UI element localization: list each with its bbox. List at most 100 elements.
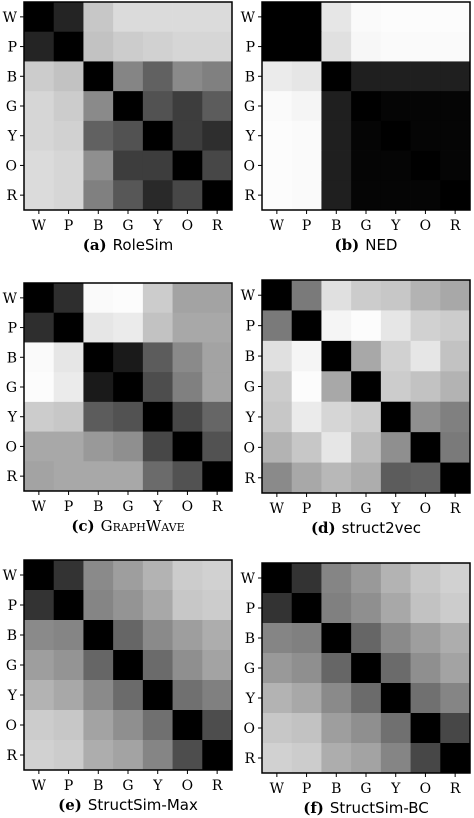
x-tick-label: P [64, 778, 73, 794]
heatmap-cell [53, 401, 84, 432]
heatmap-cell [440, 150, 471, 181]
heatmap-cell [351, 2, 382, 33]
y-tick-label: R [244, 751, 255, 767]
heatmap-cell [53, 342, 84, 373]
heatmap-cell [24, 312, 55, 343]
x-tick-label: O [182, 218, 193, 234]
heatmap-cell [291, 462, 322, 494]
heatmap-cell [321, 683, 352, 714]
heatmap-cell [291, 61, 322, 92]
heatmap-cell [24, 180, 55, 211]
heatmap-cell [53, 461, 84, 492]
heatmap-cell [83, 61, 114, 92]
heatmap-cell [113, 91, 144, 122]
heatmap-cell [53, 372, 84, 403]
heatmap-cell [53, 710, 84, 741]
heatmap-cell [321, 713, 352, 744]
heatmap-cell [53, 180, 84, 211]
heatmap-cell [440, 713, 471, 744]
heatmap-cell [262, 401, 293, 433]
x-tick-label: W [32, 218, 47, 234]
heatmap-cell [380, 432, 411, 463]
x-tick-label: G [360, 781, 371, 797]
heatmap-cell [440, 180, 471, 211]
heatmap-cell [24, 461, 55, 492]
heatmap-cell [53, 283, 84, 314]
heatmap-cell [53, 91, 84, 122]
heatmap-cell [202, 31, 233, 62]
heatmap-cell [113, 590, 144, 621]
panel-caption: (d) struct2vec [311, 519, 421, 537]
y-tick-label: W [241, 288, 256, 304]
heatmap-cell [262, 623, 293, 654]
heatmap-cell [202, 312, 233, 343]
heatmap-cell [410, 432, 441, 463]
heatmap-cell [113, 120, 144, 151]
heatmap-cell [321, 91, 352, 122]
caption-letter: (d) [311, 519, 336, 537]
heatmap-cell [440, 280, 471, 311]
heatmap-cell [351, 713, 382, 744]
y-tick-label: B [7, 628, 17, 644]
heatmap-cell [53, 680, 84, 711]
heatmap-cell [351, 61, 382, 92]
heatmap-cell [262, 593, 293, 624]
heatmap-cell [113, 180, 144, 211]
heatmap-cell [24, 372, 55, 403]
heatmap-cell [202, 680, 233, 711]
heatmap-cell [113, 710, 144, 741]
heatmap-cell [24, 91, 55, 122]
x-tick-label: B [93, 778, 103, 794]
heatmap-cell [440, 310, 471, 342]
heatmap-cell [142, 372, 173, 403]
heatmap-cell [440, 371, 471, 403]
heatmap-cell [83, 740, 114, 771]
heatmap-cell [202, 710, 233, 741]
caption-letter: (f) [303, 799, 324, 817]
heatmap-cell [291, 563, 322, 594]
x-tick-label: Y [152, 778, 163, 794]
heatmap-cell [321, 150, 352, 181]
heatmap-cell [351, 371, 382, 403]
heatmap-cell [83, 590, 114, 621]
heatmap-cell [321, 563, 352, 594]
heatmap-cell [53, 431, 84, 462]
x-tick-label: P [302, 218, 311, 234]
y-tick-label: W [3, 568, 18, 584]
y-tick-label: O [6, 158, 17, 174]
heatmap-cell [202, 401, 233, 432]
heatmap-cell [113, 560, 144, 591]
heatmap-cell [202, 61, 233, 92]
y-tick-label: O [6, 718, 17, 734]
heatmap-cell [351, 593, 382, 624]
panel-caption: (b) NED [335, 236, 398, 254]
heatmap-cell [53, 650, 84, 681]
heatmap-cell [410, 563, 441, 594]
heatmap-cell [380, 340, 411, 372]
heatmap-cell [172, 283, 203, 314]
heatmap-cell [262, 120, 293, 151]
heatmap-cell [321, 401, 352, 433]
heatmap-cell [321, 31, 352, 62]
heatmap-cell [410, 593, 441, 624]
heatmap-cell [172, 120, 203, 151]
heatmap-cell [53, 2, 84, 33]
heatmap-cell [321, 743, 352, 774]
heatmap-cell [113, 61, 144, 92]
heatmap-cell [351, 120, 382, 151]
heatmap-cell [83, 283, 114, 314]
y-tick-label: O [244, 158, 255, 174]
heatmap-cell [83, 120, 114, 151]
x-tick-label: R [212, 218, 223, 234]
heatmap-cell [202, 590, 233, 621]
y-tick-label: B [7, 69, 17, 85]
heatmap-cell [262, 462, 293, 494]
heatmap-cell [113, 620, 144, 651]
y-tick-label: P [246, 601, 255, 617]
caption-text: StructSim-Max [88, 796, 198, 814]
heatmap-cell [410, 150, 441, 181]
heatmap-cell [24, 560, 55, 591]
y-tick-label: W [241, 571, 256, 587]
heatmap-cell [291, 31, 322, 62]
x-tick-label: O [420, 501, 431, 517]
